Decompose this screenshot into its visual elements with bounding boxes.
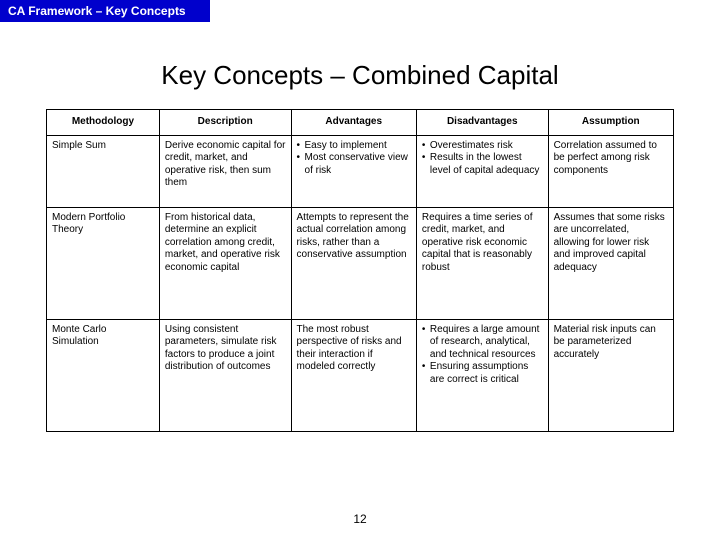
adv-item: Most conservative view of risk — [297, 152, 411, 177]
page-number: 12 — [0, 512, 720, 526]
col-advantages: Advantages — [291, 110, 416, 136]
table-row: Simple Sum Derive economic capital for c… — [47, 135, 674, 207]
table-row: Monte Carlo Simulation Using consistent … — [47, 319, 674, 431]
cell-assumption: Correlation assumed to be perfect among … — [548, 135, 673, 207]
cell-advantages: Attempts to represent the actual correla… — [291, 207, 416, 319]
col-assumption: Assumption — [548, 110, 673, 136]
table-row: Modern Portfolio Theory From historical … — [47, 207, 674, 319]
cell-methodology: Monte Carlo Simulation — [47, 319, 160, 431]
cell-disadvantages: Requires a large amount of research, ana… — [416, 319, 548, 431]
table-header-row: Methodology Description Advantages Disad… — [47, 110, 674, 136]
cell-assumption: Assumes that some risks are uncorrelated… — [548, 207, 673, 319]
header-label: CA Framework – Key Concepts — [8, 4, 186, 18]
dis-item: Requires a large amount of research, ana… — [422, 324, 543, 362]
cell-description: Derive economic capital for credit, mark… — [159, 135, 291, 207]
cell-disadvantages: Overestimates risk Results in the lowest… — [416, 135, 548, 207]
cell-methodology: Simple Sum — [47, 135, 160, 207]
dis-item: Ensuring assumptions are correct is crit… — [422, 361, 543, 386]
cell-disadvantages: Requires a time series of credit, market… — [416, 207, 548, 319]
dis-item: Results in the lowest level of capital a… — [422, 152, 543, 177]
cell-advantages: Easy to implement Most conservative view… — [291, 135, 416, 207]
cell-methodology: Modern Portfolio Theory — [47, 207, 160, 319]
col-methodology: Methodology — [47, 110, 160, 136]
page-title: Key Concepts – Combined Capital — [0, 60, 720, 91]
concepts-table: Methodology Description Advantages Disad… — [46, 109, 674, 432]
col-disadvantages: Disadvantages — [416, 110, 548, 136]
dis-item: Overestimates risk — [422, 140, 543, 153]
cell-advantages: The most robust perspective of risks and… — [291, 319, 416, 431]
adv-item: Easy to implement — [297, 140, 411, 153]
cell-description: From historical data, determine an expli… — [159, 207, 291, 319]
cell-assumption: Material risk inputs can be parameterize… — [548, 319, 673, 431]
table-container: Methodology Description Advantages Disad… — [0, 109, 720, 432]
cell-description: Using consistent parameters, simulate ri… — [159, 319, 291, 431]
col-description: Description — [159, 110, 291, 136]
header-bar: CA Framework – Key Concepts — [0, 0, 210, 22]
